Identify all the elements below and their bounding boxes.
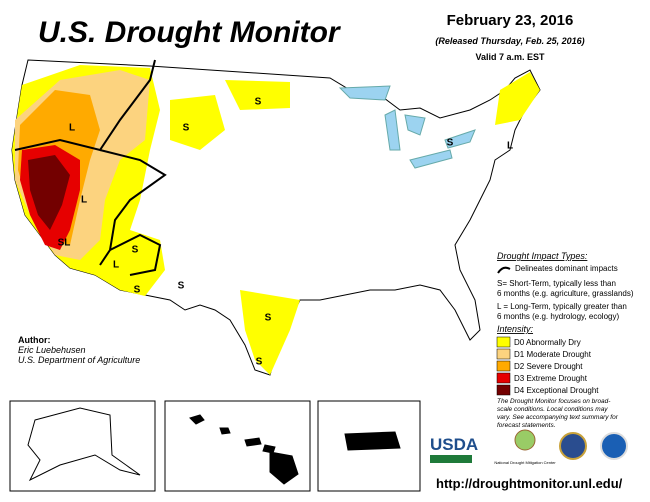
author-heading: Author: bbox=[18, 335, 51, 345]
note: The Drought Monitor focuses on broad-sca… bbox=[497, 398, 619, 429]
long-text: 6 months (e.g. hydrology, ecology) bbox=[497, 312, 619, 321]
short-text: S= Short-Term, typically less than bbox=[497, 279, 616, 288]
intensity-legend: D0 Abnormally Dry D1 Moderate Drought D2 S… bbox=[496, 336, 599, 396]
short-text: 6 months (e.g. agriculture, grasslands) bbox=[497, 289, 634, 298]
impact-label: L bbox=[69, 123, 75, 134]
intensity-heading: Intensity: bbox=[497, 324, 534, 334]
impact-label: S bbox=[183, 123, 190, 134]
impact-label: S bbox=[132, 245, 139, 256]
ndmc-icon bbox=[514, 429, 536, 451]
usda-swoosh bbox=[430, 455, 472, 463]
intensity-label: D0 Abnormally Dry bbox=[514, 338, 581, 347]
intensity-swatch bbox=[496, 384, 511, 396]
impact-boundary bbox=[14, 59, 156, 152]
long-text: L = Long-Term, typically greater than bbox=[497, 302, 627, 311]
intensity-swatch bbox=[496, 336, 511, 348]
author-org: U.S. Department of Agriculture bbox=[18, 355, 140, 365]
impact-label: L bbox=[507, 141, 513, 152]
d4-area bbox=[28, 155, 70, 230]
note-line: The Drought Monitor focuses on broad- bbox=[497, 398, 611, 405]
impact-label: SL bbox=[58, 238, 71, 249]
impact-label: S bbox=[134, 285, 141, 296]
d0-area bbox=[240, 290, 300, 375]
boundary-icon bbox=[497, 266, 511, 274]
puerto-rico-island bbox=[344, 431, 401, 451]
note-line: forecast statements. bbox=[497, 422, 556, 429]
intensity-label: D2 Severe Drought bbox=[514, 362, 583, 371]
impact-label: S bbox=[283, 461, 290, 472]
intensity-swatch bbox=[496, 348, 511, 360]
hawaii-islands bbox=[189, 414, 299, 485]
impact-label: S bbox=[265, 313, 272, 324]
impact-label: S bbox=[255, 97, 262, 108]
impact-label: S bbox=[256, 357, 263, 368]
impact-heading: Drought Impact Types: bbox=[497, 251, 588, 261]
note-line: vary. See accompanying text summary for bbox=[497, 414, 619, 421]
intensity-label: D4 Exceptional Drought bbox=[514, 386, 599, 395]
url[interactable]: http://droughtmonitor.unl.edu/ bbox=[436, 476, 623, 491]
intensity-swatch bbox=[496, 372, 511, 384]
intensity-swatch bbox=[496, 360, 511, 372]
d0-area bbox=[495, 72, 540, 125]
impact-label: S bbox=[178, 281, 185, 292]
impact-boundary bbox=[109, 233, 162, 276]
impact-label: S bbox=[447, 138, 454, 149]
ndmc-logo: National Drought Mitigation Center bbox=[494, 460, 556, 465]
usda-logo: USDA bbox=[430, 435, 478, 454]
released: (Released Thursday, Feb. 25, 2016) bbox=[435, 36, 584, 46]
drought-areas bbox=[12, 65, 540, 375]
alaska-outline bbox=[27, 407, 141, 482]
noaa-seal bbox=[600, 432, 628, 460]
doc-seal bbox=[559, 432, 587, 460]
intensity-label: D1 Moderate Drought bbox=[514, 350, 592, 359]
impact-label: SL bbox=[362, 436, 375, 447]
title: U.S. Drought Monitor bbox=[38, 16, 342, 49]
author-name: Eric Luebehusen bbox=[18, 345, 86, 355]
great-lakes bbox=[338, 85, 476, 169]
impact-label: L bbox=[81, 195, 87, 206]
boundary-text: Delineates dominant impacts bbox=[515, 264, 618, 273]
valid: Valid 7 a.m. EST bbox=[475, 52, 545, 62]
impact-label: L bbox=[113, 260, 119, 271]
d0-area bbox=[225, 80, 290, 110]
d0-area bbox=[170, 95, 225, 150]
note-line: scale conditions. Local conditions may bbox=[497, 406, 608, 413]
date: February 23, 2016 bbox=[447, 12, 574, 29]
intensity-label: D3 Extreme Drought bbox=[514, 374, 588, 383]
